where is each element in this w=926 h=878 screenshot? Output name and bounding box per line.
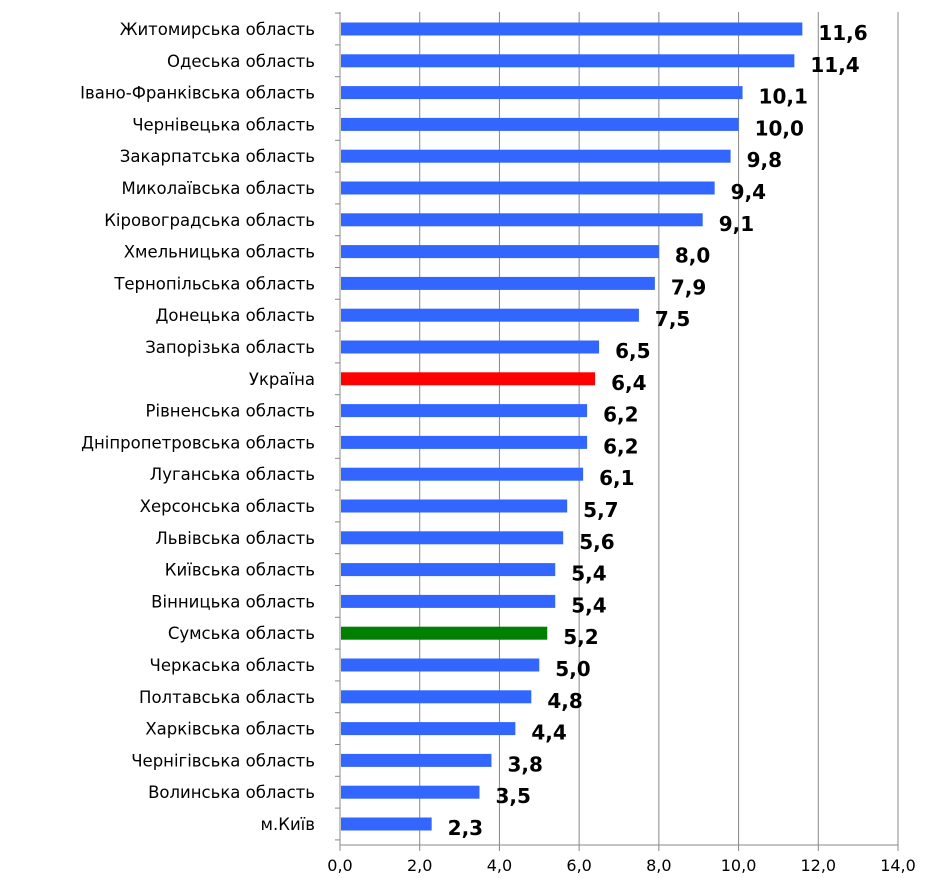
bar	[341, 245, 659, 259]
x-tick-label: 4,0	[487, 856, 512, 875]
bar	[341, 785, 480, 799]
data-label: 7,9	[671, 275, 706, 299]
data-label: 5,0	[555, 657, 590, 681]
data-label: 6,2	[603, 403, 638, 427]
x-tick-label: 10,0	[721, 856, 757, 875]
data-label: 4,4	[531, 721, 566, 745]
x-tick-labels: 0,0 2,0 4,0 6,0 8,0 10,0 12,0 14,0	[327, 856, 916, 875]
bar	[341, 340, 600, 354]
bar	[341, 372, 596, 386]
data-label: 5,6	[579, 530, 614, 554]
bar	[341, 22, 803, 36]
bar	[341, 531, 564, 545]
data-label: 6,5	[615, 339, 650, 363]
bar	[341, 563, 556, 577]
bar	[341, 626, 548, 640]
bar	[341, 753, 492, 767]
category-label: Одеська область	[167, 52, 315, 71]
category-label: Закарпатська область	[120, 147, 315, 166]
category-label: Луганська область	[150, 465, 315, 484]
axis	[335, 12, 899, 851]
bars	[341, 22, 803, 831]
data-label: 9,1	[719, 212, 754, 236]
x-tick-label: 14,0	[880, 856, 916, 875]
data-label: 11,4	[810, 53, 859, 77]
category-label: м.Київ	[261, 815, 315, 834]
category-label: Рівненська область	[146, 402, 315, 421]
bar	[341, 435, 588, 449]
data-label: 10,0	[755, 116, 804, 140]
data-label: 8,0	[675, 244, 710, 268]
bar	[341, 817, 432, 831]
bar	[341, 594, 556, 608]
bar	[341, 181, 715, 195]
category-label: Миколаївська область	[122, 179, 315, 198]
bar	[341, 213, 703, 227]
bar	[341, 117, 739, 131]
bar	[341, 722, 516, 736]
bar	[341, 658, 540, 672]
data-label: 3,8	[507, 752, 542, 776]
category-label: Донецька область	[155, 306, 315, 325]
bar	[341, 308, 639, 322]
category-label: Тернопільська область	[113, 274, 315, 293]
category-label: Київська область	[165, 561, 315, 580]
data-label: 9,8	[747, 148, 782, 172]
category-label: Запорізька область	[145, 338, 315, 357]
bar	[341, 690, 532, 704]
data-label: 5,2	[563, 625, 598, 649]
bar	[341, 404, 588, 418]
category-label: Хмельницька область	[124, 243, 315, 262]
bar	[341, 467, 584, 481]
bar	[341, 499, 568, 513]
data-label: 11,6	[818, 21, 867, 45]
category-labels: Житомирська область Одеська область Івано-…	[80, 20, 315, 834]
data-label: 5,7	[583, 498, 618, 522]
category-label: Черкаська область	[150, 656, 315, 675]
x-tick-label: 0,0	[327, 856, 352, 875]
data-label: 4,8	[547, 689, 582, 713]
category-label: Волинська область	[148, 783, 315, 802]
data-label: 5,4	[571, 593, 606, 617]
category-label: Вінницька область	[151, 592, 315, 611]
category-label: Житомирська область	[120, 20, 315, 39]
data-label: 9,4	[731, 180, 766, 204]
category-label: Дніпропетровська область	[81, 433, 315, 452]
category-label: Львівська область	[155, 529, 315, 548]
data-label: 7,5	[655, 307, 690, 331]
data-label: 6,2	[603, 434, 638, 458]
x-tick-label: 6,0	[566, 856, 591, 875]
category-label: Чернівецька область	[132, 115, 315, 134]
data-label: 6,4	[611, 371, 646, 395]
category-label: Івано-Франківська область	[80, 84, 315, 103]
data-label: 3,5	[496, 784, 531, 808]
category-label: Полтавська область	[139, 688, 315, 707]
value-labels: 11,6 11,410,1 10,0 9,8 9,4 9,1 8,0 7,9 7,56,5 6,4…	[448, 21, 868, 840]
data-label: 2,3	[448, 816, 483, 840]
bar	[341, 54, 795, 68]
data-label: 6,1	[599, 466, 634, 490]
x-tick-label: 8,0	[646, 856, 671, 875]
category-label: Україна	[249, 370, 315, 389]
data-label: 5,4	[571, 562, 606, 586]
bar	[341, 86, 743, 100]
x-tick-label: 12,0	[800, 856, 836, 875]
bar	[341, 149, 731, 163]
data-label: 10,1	[759, 85, 808, 109]
category-label: Херсонська область	[140, 497, 315, 516]
x-tick-label: 2,0	[407, 856, 432, 875]
bar	[341, 276, 655, 290]
gridlines	[419, 12, 899, 845]
category-label: Кіровоградська область	[104, 211, 315, 230]
category-label: Сумська область	[168, 624, 315, 643]
category-label: Чернігівська область	[131, 751, 315, 770]
category-label: Харківська область	[145, 720, 315, 739]
